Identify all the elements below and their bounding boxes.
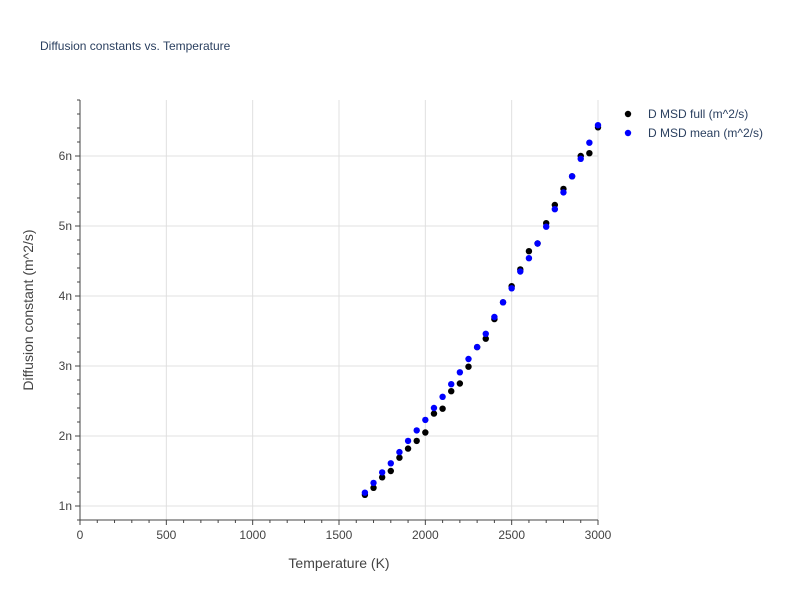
full-data-point <box>430 410 438 417</box>
chart-title: Diffusion constants vs. Temperature <box>40 39 231 53</box>
full-data-point <box>482 335 489 342</box>
full-data-point <box>525 248 533 255</box>
plot-area <box>361 122 602 498</box>
mean-data-point <box>543 223 550 230</box>
full-data-point <box>586 150 593 157</box>
axes: 0 500 1000 1500 2000 2500 3000 1n 2n 3n 4n 5n 6n <box>59 99 612 542</box>
mean-data-point <box>577 155 584 162</box>
full-data-point <box>396 454 403 461</box>
mean-data-point <box>517 268 524 275</box>
legend-label: D MSD full (m^2/s) <box>648 107 748 121</box>
mean-data-point <box>465 355 472 363</box>
mean-data-point <box>439 393 446 400</box>
mean-data-point <box>586 139 593 146</box>
full-data-point <box>404 445 412 452</box>
mean-data-point <box>499 299 507 306</box>
y-tick-label: 4n <box>59 289 72 303</box>
legend-marker <box>624 110 632 118</box>
full-data-point <box>448 388 455 395</box>
y-axis-title: Diffusion constant (m^2/s) <box>20 229 36 390</box>
y-tick-label: 2n <box>59 429 72 443</box>
y-tick-label: 3n <box>59 359 72 373</box>
full-data-point <box>456 380 464 387</box>
mean-data-point <box>430 404 438 412</box>
mean-data-point <box>508 285 515 292</box>
x-tick-label: 1000 <box>239 528 266 542</box>
legend-item-mean[interactable]: D MSD mean (m^2/s) <box>624 126 763 140</box>
x-tick-label: 2500 <box>498 528 525 542</box>
legend-marker <box>624 129 632 137</box>
mean-data-point <box>361 489 369 496</box>
full-data-point <box>370 484 377 491</box>
mean-data-point <box>568 173 576 180</box>
mean-data-point <box>456 369 464 376</box>
full-data-point <box>439 405 446 412</box>
x-axis-title: Temperature (K) <box>288 555 389 571</box>
legend-item-full[interactable]: D MSD full (m^2/s) <box>624 107 749 121</box>
mean-data-point <box>473 343 481 351</box>
full-data-point <box>422 429 429 436</box>
mean-data-point <box>396 448 403 456</box>
full-data-point <box>413 437 420 445</box>
y-tick-label: 6n <box>59 149 72 163</box>
x-tick-label: 1500 <box>326 528 353 542</box>
legend[interactable]: D MSD full (m^2/s) D MSD mean (m^2/s) <box>624 107 763 140</box>
full-data-point <box>378 474 386 481</box>
x-tick-label: 3000 <box>585 528 612 542</box>
mean-data-point <box>404 437 412 445</box>
x-tick-label: 0 <box>77 528 84 542</box>
x-tick-label: 2000 <box>412 528 439 542</box>
mean-data-point <box>448 381 455 388</box>
mean-data-point <box>370 479 377 487</box>
mean-data-point <box>387 460 394 467</box>
full-data-point <box>465 363 472 370</box>
mean-data-point <box>551 206 559 213</box>
mean-data-point <box>482 330 489 337</box>
mean-data-point <box>594 122 602 129</box>
full-data-point <box>387 467 394 475</box>
y-tick-label: 5n <box>59 219 72 233</box>
mean-data-point <box>525 255 533 262</box>
grid <box>80 100 599 520</box>
mean-data-point <box>534 240 541 247</box>
mean-data-point <box>491 313 498 321</box>
x-tick-label: 500 <box>156 528 176 542</box>
mean-data-point <box>413 427 420 434</box>
legend-label: D MSD mean (m^2/s) <box>648 126 763 140</box>
mean-data-point <box>560 189 567 196</box>
mean-data-point <box>422 416 429 424</box>
mean-data-point <box>378 469 386 476</box>
y-tick-label: 1n <box>59 499 72 513</box>
